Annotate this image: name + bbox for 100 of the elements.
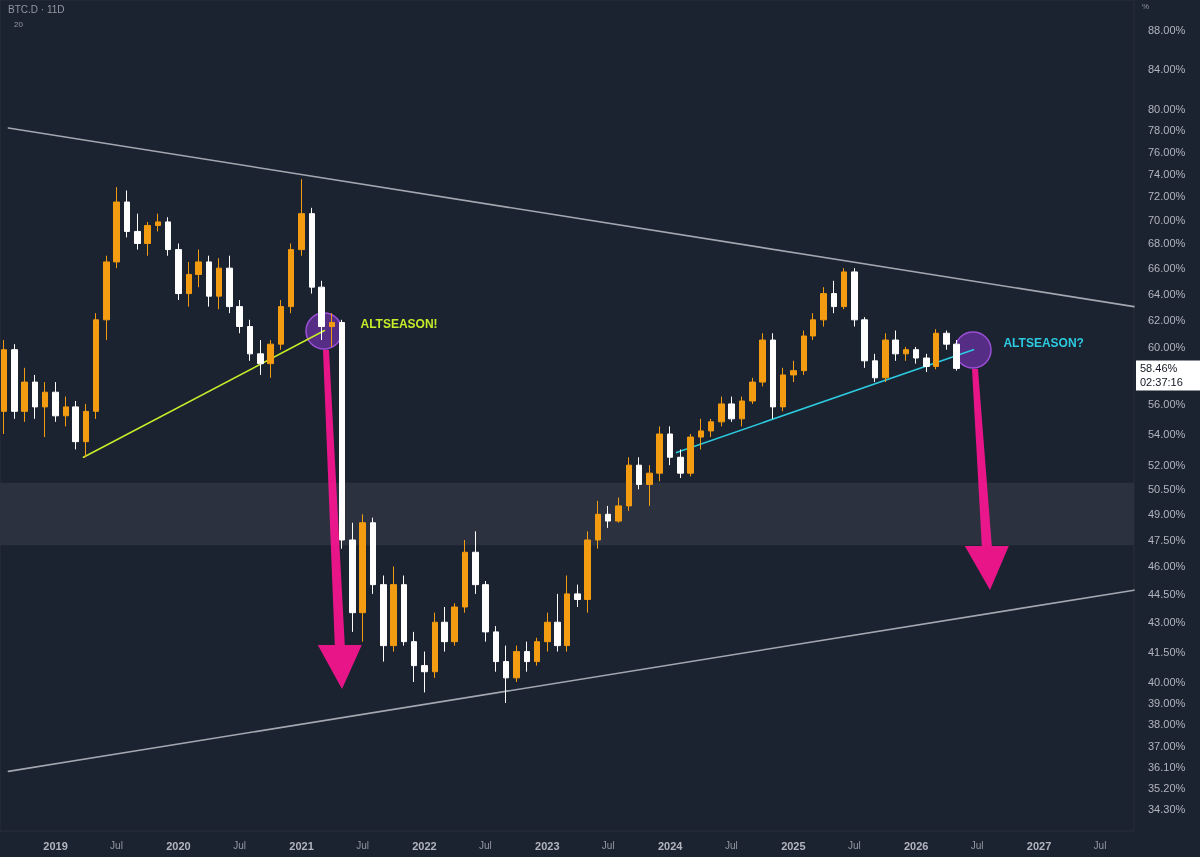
candlestick <box>770 332 776 420</box>
y-tick-label: 34.30% <box>1148 803 1186 816</box>
annotation: ALTSEASON! <box>360 316 438 331</box>
y-tick-label: 49.00% <box>1148 508 1186 521</box>
y-tick-label: 54.00% <box>1148 427 1186 440</box>
candlestick <box>1 339 7 435</box>
candlestick <box>749 377 756 405</box>
y-tick-label: 44.50% <box>1148 587 1186 600</box>
candlestick <box>247 319 253 362</box>
candlestick <box>564 575 570 653</box>
candlestick <box>780 367 786 412</box>
candlestick <box>21 367 28 423</box>
candlestick <box>318 280 325 341</box>
annotation: ALTSEASON? <box>1003 335 1084 350</box>
text: 58.46% <box>1140 361 1178 374</box>
candlestick <box>646 464 653 507</box>
y-tick-label: 36.10% <box>1148 760 1186 773</box>
x-tick-label: Jul <box>601 839 615 851</box>
candlestick <box>903 346 909 362</box>
text: 02:37:16 <box>1140 375 1183 388</box>
candlestick <box>595 500 601 550</box>
y-tick-label: 84.00% <box>1148 62 1186 75</box>
y-tick-label: 62.00% <box>1148 313 1186 326</box>
candlestick <box>103 255 110 341</box>
candlestick <box>708 418 714 438</box>
candlestick <box>288 242 294 314</box>
candlestick <box>718 396 725 427</box>
y-tick-label: 38.00% <box>1148 718 1186 731</box>
candlestick <box>698 418 704 450</box>
y-axis-title: % <box>1142 1 1150 11</box>
candlestick <box>93 312 99 420</box>
y-tick-label: 43.00% <box>1148 616 1186 629</box>
candlestick <box>790 360 797 383</box>
y-tick-label: 37.00% <box>1148 740 1186 753</box>
y-tick-label: 64.00% <box>1148 287 1186 300</box>
candlestick <box>615 497 622 524</box>
y-tick-label: 52.00% <box>1148 459 1186 472</box>
candlestick <box>267 339 274 379</box>
y-tick-label: 74.00% <box>1148 167 1186 180</box>
candlestick <box>933 328 939 370</box>
candlestick <box>943 330 950 351</box>
x-tick-label: 2020 <box>166 839 191 852</box>
candlestick <box>872 353 878 383</box>
candlestick <box>401 575 407 647</box>
candlestick <box>801 330 807 376</box>
candlestick <box>216 257 222 310</box>
candlestick <box>165 216 171 257</box>
candlestick <box>83 403 89 458</box>
x-tick-label: Jul <box>970 839 984 851</box>
x-tick-label: 2022 <box>412 839 437 852</box>
candlestick <box>913 346 919 365</box>
candlestick <box>841 267 847 310</box>
x-tick-label: Jul <box>233 839 247 851</box>
candlestick <box>309 207 315 295</box>
x-tick-label: 2027 <box>1026 839 1052 852</box>
y-tick-label: 66.00% <box>1148 262 1186 275</box>
candlestick <box>759 332 766 387</box>
candlestick <box>656 425 663 482</box>
x-tick-label: Jul <box>478 839 492 851</box>
candlestick <box>820 286 827 328</box>
candlestick <box>636 456 642 490</box>
candlestick <box>861 316 868 369</box>
candlestick <box>359 513 366 643</box>
y-tick-label: 47.50% <box>1148 533 1186 546</box>
candlestick <box>155 213 161 232</box>
candlestick <box>574 584 581 608</box>
candlestick <box>687 433 694 477</box>
candlestick <box>503 645 509 704</box>
x-tick-label: 2021 <box>289 839 314 852</box>
candlestick <box>124 190 130 238</box>
candlestick <box>524 641 530 673</box>
candlestick <box>11 343 18 420</box>
candlestick <box>236 299 243 334</box>
candlestick <box>206 255 212 308</box>
chart-title: BTC.D · 11D <box>8 3 65 15</box>
x-tick-label: 2026 <box>903 839 929 852</box>
candlestick <box>451 602 458 647</box>
x-tick-label: Jul <box>847 839 861 851</box>
annotation: 20 <box>14 19 24 29</box>
candlestick <box>186 261 192 308</box>
candlestick <box>370 517 376 595</box>
y-tick-label: 60.00% <box>1148 340 1186 353</box>
candlestick <box>195 249 202 288</box>
candlestick <box>421 651 428 693</box>
y-tick-label: 78.00% <box>1148 124 1186 137</box>
candlestick <box>226 255 233 314</box>
candlestick <box>482 580 489 643</box>
y-tick-label: 41.50% <box>1148 645 1186 658</box>
candlestick <box>441 606 448 653</box>
candlestick <box>72 400 79 450</box>
x-tick-label: Jul <box>1093 839 1107 851</box>
x-tick-label: Jul <box>725 839 738 851</box>
y-tick-label: 70.00% <box>1148 213 1186 226</box>
x-tick-label: Jul <box>356 839 369 851</box>
y-tick-label: 39.00% <box>1148 696 1186 709</box>
candlestick <box>605 505 611 529</box>
candlestick <box>493 625 499 673</box>
candlestick <box>810 312 816 341</box>
candlestick <box>257 339 264 376</box>
y-tick-label: 40.00% <box>1148 675 1186 688</box>
